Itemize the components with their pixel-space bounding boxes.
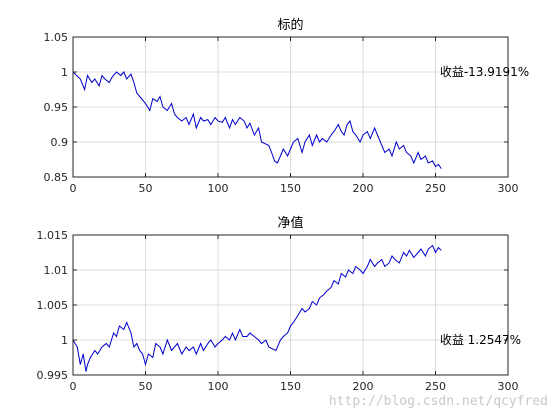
x-tick-label: 150 xyxy=(280,380,301,393)
x-tick-label: 0 xyxy=(70,182,77,195)
chart-panel-net-value: 0 50 100 150 200 250 300 0.995 1 1.005 1.01 1.015 净值… xyxy=(37,215,522,393)
y-tick-label: 1.015 xyxy=(37,229,69,242)
chart-title: 净值 xyxy=(277,215,303,231)
x-tick-label: 50 xyxy=(139,380,153,393)
y-tick-label: 1.05 xyxy=(44,31,69,44)
x-tick-label: 0 xyxy=(70,380,77,393)
series-line xyxy=(72,71,442,169)
x-tick-label: 200 xyxy=(353,182,374,195)
x-tick-label: 50 xyxy=(139,182,153,195)
chart-panel-underlying: 0 50 100 150 200 250 300 0.85 0.9 0.95 1 1.05 标的收益-1… xyxy=(44,17,530,195)
x-tick-label: 300 xyxy=(498,380,519,393)
x-tick-label: 100 xyxy=(208,182,229,195)
y-tick-label: 1.005 xyxy=(37,299,69,312)
y-tick-label: 0.95 xyxy=(44,101,69,114)
x-tick-label: 100 xyxy=(208,380,229,393)
x-tick-label: 300 xyxy=(498,182,519,195)
chart-title: 标的 xyxy=(277,17,303,33)
watermark-text: http://blog.csdn.net/qcyfred xyxy=(329,394,548,409)
y-tick-label: 1 xyxy=(61,66,68,79)
x-tick-label: 150 xyxy=(280,182,301,195)
y-tick-label: 1.01 xyxy=(44,264,69,277)
y-tick-label: 0.995 xyxy=(37,369,69,382)
y-tick-label: 0.85 xyxy=(44,171,69,184)
y-tick-label: 0.9 xyxy=(51,136,69,149)
x-tick-label: 250 xyxy=(425,182,446,195)
series-line xyxy=(72,244,442,372)
return-annotation: 收益-13.9191% xyxy=(440,65,529,79)
y-tick-label: 1 xyxy=(61,334,68,347)
return-annotation: 收益 1.2547% xyxy=(440,333,521,347)
x-tick-label: 250 xyxy=(425,380,446,393)
x-tick-label: 200 xyxy=(353,380,374,393)
